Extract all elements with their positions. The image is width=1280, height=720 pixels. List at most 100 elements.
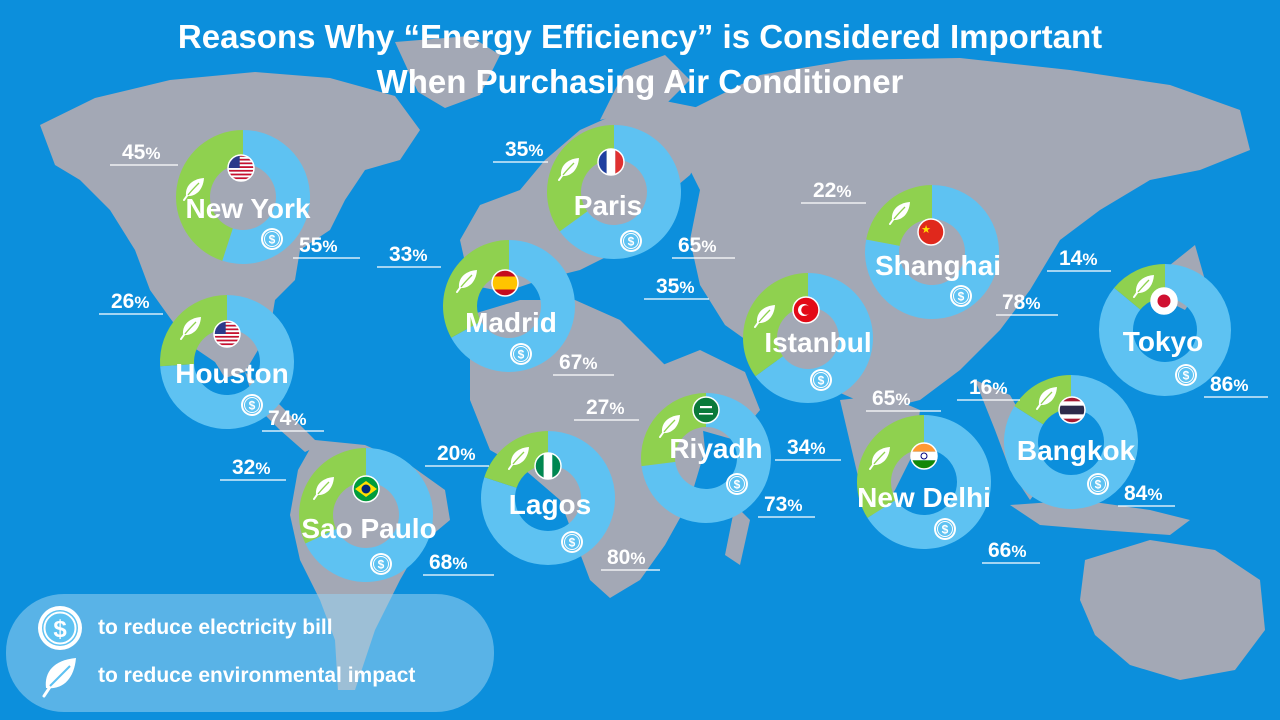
- chart-title: Reasons Why “Energy Efficiency” is Consi…: [0, 14, 1280, 104]
- dollar-icon-new-delhi: $: [934, 518, 956, 540]
- dollar-icon-bangkok: $: [1087, 473, 1109, 495]
- bill-label-riyadh: 73%: [758, 493, 815, 518]
- donut-lagos: $ Lagos 20% 80%: [425, 431, 660, 571]
- svg-text:32%: 32%: [232, 456, 270, 479]
- environment-slice-new-delhi: [857, 415, 924, 518]
- environment-label-shanghai: 22%: [801, 179, 866, 204]
- title-line-1: Reasons Why “Energy Efficiency” is Consi…: [177, 18, 1103, 55]
- svg-text:$: $: [942, 523, 949, 537]
- leaf-icon-sao-paulo: [313, 477, 334, 500]
- bill-slice-houston: [160, 295, 294, 430]
- environment-label-new-york: 45%: [110, 141, 178, 166]
- donut-madrid: $ Madrid 33% 67%: [377, 240, 614, 376]
- svg-text:34%: 34%: [787, 436, 825, 459]
- environment-label-paris: 35%: [493, 138, 548, 163]
- indonesia-landmass: [1010, 500, 1190, 535]
- svg-text:$: $: [378, 558, 385, 572]
- leaf-icon-houston: [180, 317, 201, 340]
- dollar-icon-riyadh: $: [726, 473, 748, 495]
- city-name-new-delhi: New Delhi: [857, 482, 991, 513]
- environment-slice-sao-paulo: [298, 448, 366, 544]
- flag-shanghai-icon: ★: [917, 218, 945, 246]
- city-name-shanghai: Shanghai: [875, 250, 1001, 281]
- bill-slice-new-delhi: [867, 415, 991, 549]
- bill-label-lagos: 80%: [601, 546, 660, 571]
- dollar-icon-tokyo: $: [1175, 364, 1197, 386]
- flag-lagos-icon: [534, 452, 562, 480]
- city-name-new-york: New York: [185, 193, 310, 224]
- svg-text:$: $: [53, 616, 67, 643]
- city-name-istanbul: Istanbul: [764, 327, 871, 358]
- city-name-paris: Paris: [574, 190, 643, 221]
- donut-houston: $ Houston 26% 74%: [99, 290, 324, 432]
- flag-new-delhi-icon: [910, 442, 938, 470]
- environment-label-riyadh: 27%: [574, 396, 639, 421]
- svg-text:$: $: [1183, 369, 1190, 383]
- svg-text:33%: 33%: [389, 243, 427, 266]
- city-name-bangkok: Bangkok: [1017, 435, 1136, 466]
- svg-text:$: $: [1095, 478, 1102, 492]
- svg-text:22%: 22%: [813, 179, 851, 202]
- donut-riyadh: $ Riyadh 27% 73%: [574, 393, 815, 523]
- environment-slice-paris: [547, 125, 614, 232]
- donut-bangkok: $ Bangkok 16% 84%: [957, 375, 1175, 509]
- dollar-icon-sao-paulo: $: [370, 553, 392, 575]
- svg-text:27%: 27%: [586, 396, 624, 419]
- dollar-icon-madrid: $: [510, 343, 532, 365]
- dollar-coin-icon: $: [36, 604, 84, 652]
- leaf-icon-new-delhi: [869, 447, 890, 470]
- environment-label-sao-paulo: 32%: [220, 456, 286, 481]
- legend-item-environment: to reduce environmental impact: [36, 652, 415, 700]
- svg-text:$: $: [249, 399, 256, 413]
- australia-landmass: [1080, 540, 1265, 680]
- leaf-icon: [36, 652, 84, 700]
- flag-tokyo-icon: [1150, 287, 1178, 315]
- bill-slice-sao-paulo: [305, 448, 433, 582]
- leaf-icon-paris: [558, 158, 579, 181]
- legend: $ to reduce electricity bill to reduce e…: [6, 594, 494, 712]
- svg-text:65%: 65%: [678, 234, 716, 257]
- bill-label-bangkok: 84%: [1118, 482, 1175, 507]
- bill-label-istanbul: 65%: [866, 387, 941, 412]
- leaf-icon-new-york: [183, 178, 204, 201]
- flag-new-york-icon: [227, 154, 255, 182]
- svg-text:20%: 20%: [437, 442, 475, 465]
- donut-shanghai: $ ★ Shanghai 22% 78%: [801, 179, 1058, 319]
- svg-text:$: $: [569, 536, 576, 550]
- environment-label-lagos: 20%: [425, 442, 489, 467]
- donut-paris: $ Paris 35% 65%: [493, 125, 735, 259]
- svg-text:80%: 80%: [607, 546, 645, 569]
- environment-label-bangkok: 16%: [957, 376, 1020, 401]
- svg-text:35%: 35%: [656, 275, 694, 298]
- svg-text:35%: 35%: [505, 138, 543, 161]
- svg-text:45%: 45%: [122, 141, 160, 164]
- svg-text:26%: 26%: [111, 290, 149, 313]
- svg-text:86%: 86%: [1210, 373, 1248, 396]
- scandinavia-landmass: [600, 55, 690, 120]
- svg-text:14%: 14%: [1059, 247, 1097, 270]
- bill-label-houston: 74%: [262, 407, 324, 432]
- leaf-icon-madrid: [456, 270, 477, 293]
- title-line-2: When Purchasing Air Conditioner: [376, 63, 904, 100]
- bill-slice-lagos: [480, 431, 616, 565]
- city-name-madrid: Madrid: [465, 307, 557, 338]
- svg-text:67%: 67%: [559, 351, 597, 374]
- svg-text:$: $: [734, 478, 741, 492]
- bill-slice-paris: [559, 125, 681, 259]
- city-name-houston: Houston: [175, 358, 289, 389]
- svg-text:78%: 78%: [1002, 291, 1040, 314]
- donut-tokyo: $ Tokyo 14% 86%: [1047, 247, 1268, 398]
- leaf-icon-tokyo: [1133, 275, 1154, 298]
- environment-label-new-delhi: 34%: [775, 436, 841, 461]
- bill-label-tokyo: 86%: [1204, 373, 1268, 398]
- flag-madrid-icon: [491, 269, 519, 297]
- svg-text:★: ★: [921, 223, 931, 236]
- madagascar-landmass: [725, 505, 750, 565]
- svg-text:$: $: [269, 233, 276, 247]
- flag-bangkok-icon: [1058, 396, 1086, 424]
- flag-sao-paulo-icon: [352, 475, 380, 503]
- environment-label-houston: 26%: [99, 290, 163, 315]
- svg-text:$: $: [958, 290, 965, 304]
- svg-text:73%: 73%: [764, 493, 802, 516]
